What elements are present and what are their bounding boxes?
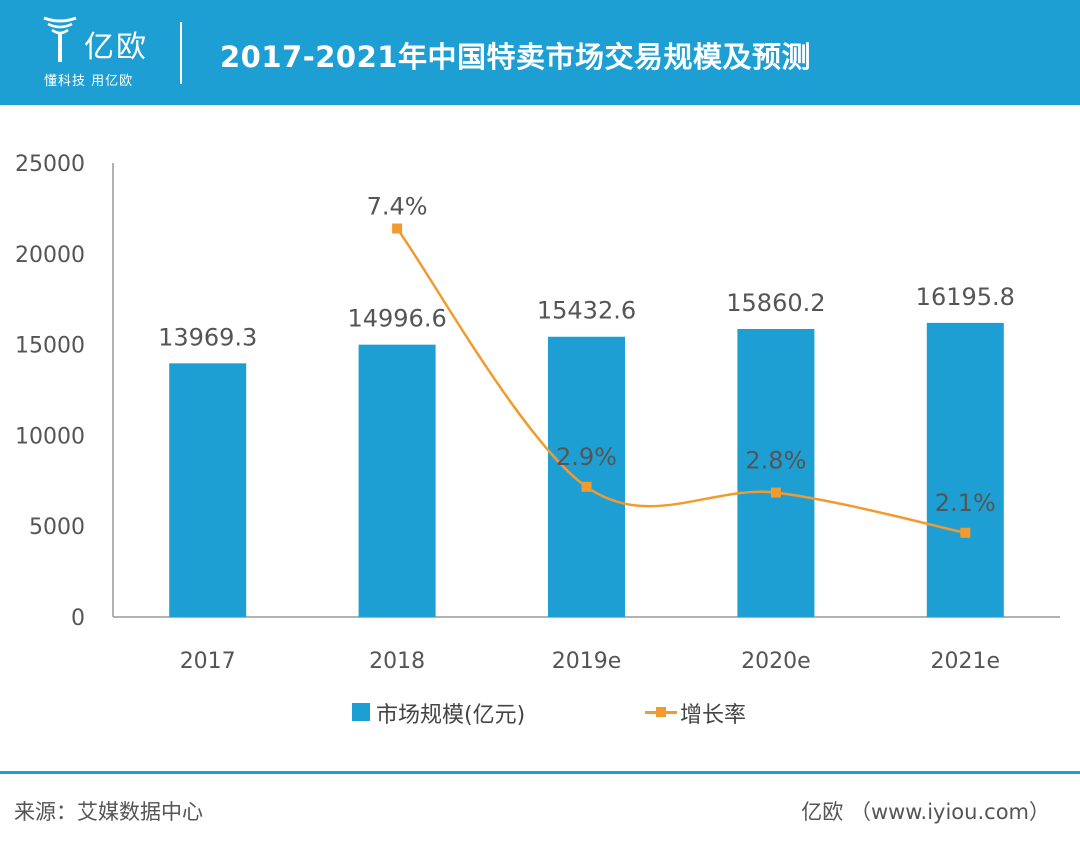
bar-value-label: 16195.8: [916, 283, 1015, 311]
bar: [169, 363, 247, 617]
logo-slogan: 懂科技 用亿欧: [44, 74, 134, 89]
chart-axes: 0 5000 10000 15000 20000 25000 2017 2018 2019e 20…: [15, 152, 1060, 674]
chart-legend: 市场规模(亿元) 增长率: [0, 695, 1080, 728]
yiou-logo-icon: [43, 16, 77, 62]
growth-value-label: 2.9%: [556, 443, 617, 471]
growth-value-label: 2.1%: [935, 489, 996, 517]
bar: [737, 328, 815, 617]
y-tick-label: 5000: [29, 515, 85, 540]
bar-value-label: 14996.6: [347, 305, 446, 333]
y-tick-label: 10000: [15, 424, 85, 449]
data-labels: 13969.3 14996.6 15432.6 15860.2 16195.8 7.4% 2…: [158, 192, 1015, 516]
legend-line-marker: [656, 707, 666, 717]
x-tick-label: 2017: [180, 649, 236, 674]
bar-value-label: 13969.3: [158, 323, 257, 351]
bar-value-label: 15860.2: [726, 289, 825, 317]
bar-value-label: 15432.6: [537, 297, 636, 325]
legend-line-label: 增长率: [680, 703, 747, 728]
market-size-chart: 0 5000 10000 15000 20000 25000 2017 2018 2019e 20…: [15, 152, 1060, 674]
y-tick-label: 25000: [15, 152, 85, 177]
legend-bar-swatch: [352, 703, 370, 721]
x-tick-label: 2019e: [552, 649, 622, 674]
growth-line: [396, 227, 966, 534]
page-title: 2017-2021年中国特卖市场交易规模及预测: [220, 40, 811, 74]
growth-point: [581, 481, 592, 492]
x-tick-label: 2021e: [931, 649, 1001, 674]
x-tick-label: 2020e: [741, 649, 811, 674]
growth-value-label: 2.8%: [745, 447, 806, 475]
bar: [926, 322, 1004, 617]
bar-series: [169, 322, 1004, 617]
legend-bar-label: 市场规模(亿元): [376, 703, 526, 728]
growth-value-label: 7.4%: [367, 192, 428, 220]
x-tick-label: 2018: [369, 649, 425, 674]
growth-point: [960, 527, 971, 538]
data-source: 来源：艾媒数据中心: [14, 800, 203, 824]
logo-text: 亿欧: [84, 30, 148, 65]
growth-point: [392, 223, 403, 234]
y-tick-label: 20000: [15, 243, 85, 268]
header-banner: 亿欧 懂科技 用亿欧 2017-2021年中国特卖市场交易规模及预测: [0, 0, 1080, 105]
y-tick-label: 15000: [15, 334, 85, 359]
growth-line-series: [392, 223, 971, 538]
footer-brand: 亿欧 （www.iyiou.com）: [801, 800, 1050, 824]
growth-point: [770, 487, 781, 498]
footer-divider: [0, 771, 1080, 774]
bar: [358, 344, 436, 617]
y-tick-label: 0: [71, 606, 85, 631]
bar: [548, 336, 625, 617]
header-divider: [180, 22, 182, 84]
